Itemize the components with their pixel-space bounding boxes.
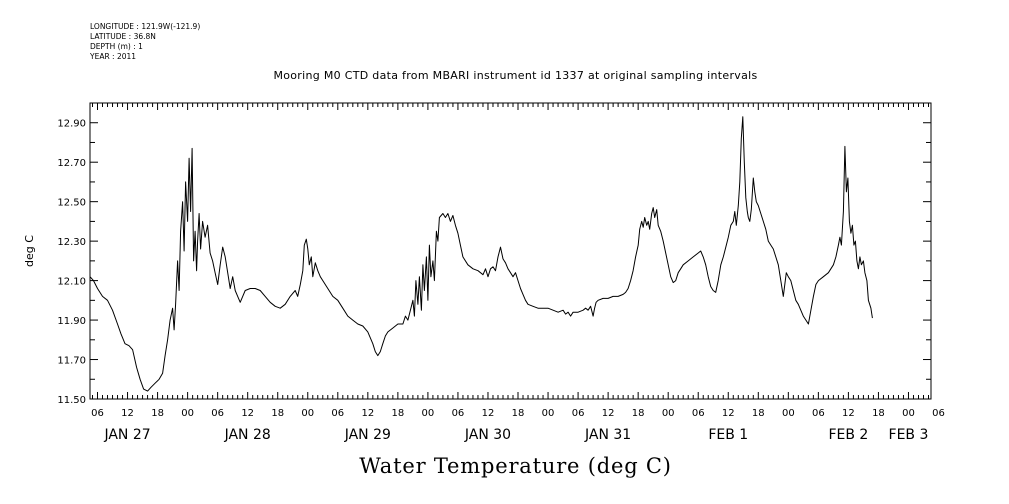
- y-tick-label: 11.90: [57, 316, 86, 327]
- x-hour-label: 06: [692, 408, 705, 419]
- water-temperature-line: [89, 116, 873, 392]
- y-tick-label: 12.70: [57, 158, 86, 169]
- y-tick-label: 12.10: [57, 277, 86, 288]
- x-hour-label: 12: [482, 408, 495, 419]
- x-hour-label: 00: [181, 408, 194, 419]
- x-day-label: FEB 3: [889, 427, 929, 443]
- x-day-label: JAN 30: [464, 427, 511, 443]
- x-hour-label: 12: [842, 408, 855, 419]
- x-hour-label: 18: [872, 408, 885, 419]
- x-day-label: JAN 27: [103, 427, 150, 443]
- x-hour-label: 06: [452, 408, 465, 419]
- x-hour-label: 18: [151, 408, 164, 419]
- y-tick-label: 11.70: [57, 356, 86, 367]
- x-hour-label: 06: [812, 408, 825, 419]
- y-tick-label: 12.90: [57, 119, 86, 130]
- y-tick-labels: 11.50 11.70 11.90 12.10 12.30 12.50 12.70 12.90: [57, 119, 86, 406]
- x-hour-label: 00: [422, 408, 435, 419]
- x-day-label: JAN 31: [584, 427, 631, 443]
- variable-title: Water Temperature (deg C): [359, 454, 672, 478]
- axis-ticks: [90, 102, 931, 400]
- x-hour-label: 00: [902, 408, 915, 419]
- x-day-label: JAN 29: [344, 427, 391, 443]
- latitude-label: LATITUDE : 36.8N: [90, 32, 156, 41]
- x-tick-labels: 06 12 18 00 06 12 18 00 06 12 18 00 06 12 18 00 06 12 18 00…: [91, 408, 945, 419]
- x-hour-label: 00: [301, 408, 314, 419]
- x-day-label: FEB 2: [828, 427, 868, 443]
- y-tick-label: 11.50: [57, 395, 86, 406]
- x-hour-label: 00: [662, 408, 675, 419]
- x-hour-label: 06: [211, 408, 224, 419]
- depth-label: DEPTH (m) : 1: [90, 42, 143, 51]
- x-hour-label: 06: [572, 408, 585, 419]
- year-label: YEAR : 2011: [90, 52, 137, 61]
- x-hour-label: 18: [632, 408, 645, 419]
- chart-title: Mooring M0 CTD data from MBARI instrumen…: [273, 69, 758, 82]
- x-hour-label: 12: [602, 408, 615, 419]
- x-day-labels: JAN 27 JAN 28 JAN 29 JAN 30 JAN 31 FEB 1 FEB 2…: [103, 427, 928, 443]
- x-hour-label: 06: [331, 408, 344, 419]
- x-day-label: FEB 1: [708, 427, 748, 443]
- y-tick-label: 12.30: [57, 237, 86, 248]
- x-hour-label: 12: [361, 408, 374, 419]
- station-metadata: LONGITUDE : 121.9W(-121.9) LATITUDE : 36…: [90, 22, 200, 62]
- x-hour-label: 06: [91, 408, 104, 419]
- x-hour-label: 00: [782, 408, 795, 419]
- plot-frame: [89, 102, 932, 400]
- x-hour-label: 18: [512, 408, 525, 419]
- x-hour-label: 12: [722, 408, 735, 419]
- x-hour-label: 18: [752, 408, 765, 419]
- x-hour-label: 18: [391, 408, 404, 419]
- x-hour-label: 12: [241, 408, 254, 419]
- x-hour-label: 06: [932, 408, 945, 419]
- y-tick-label: 12.50: [57, 198, 86, 209]
- x-hour-label: 00: [542, 408, 555, 419]
- x-day-label: JAN 28: [224, 427, 271, 443]
- y-axis-label: deg C: [23, 235, 36, 267]
- x-hour-label: 12: [121, 408, 134, 419]
- x-hour-label: 18: [271, 408, 284, 419]
- longitude-label: LONGITUDE : 121.9W(-121.9): [90, 22, 201, 31]
